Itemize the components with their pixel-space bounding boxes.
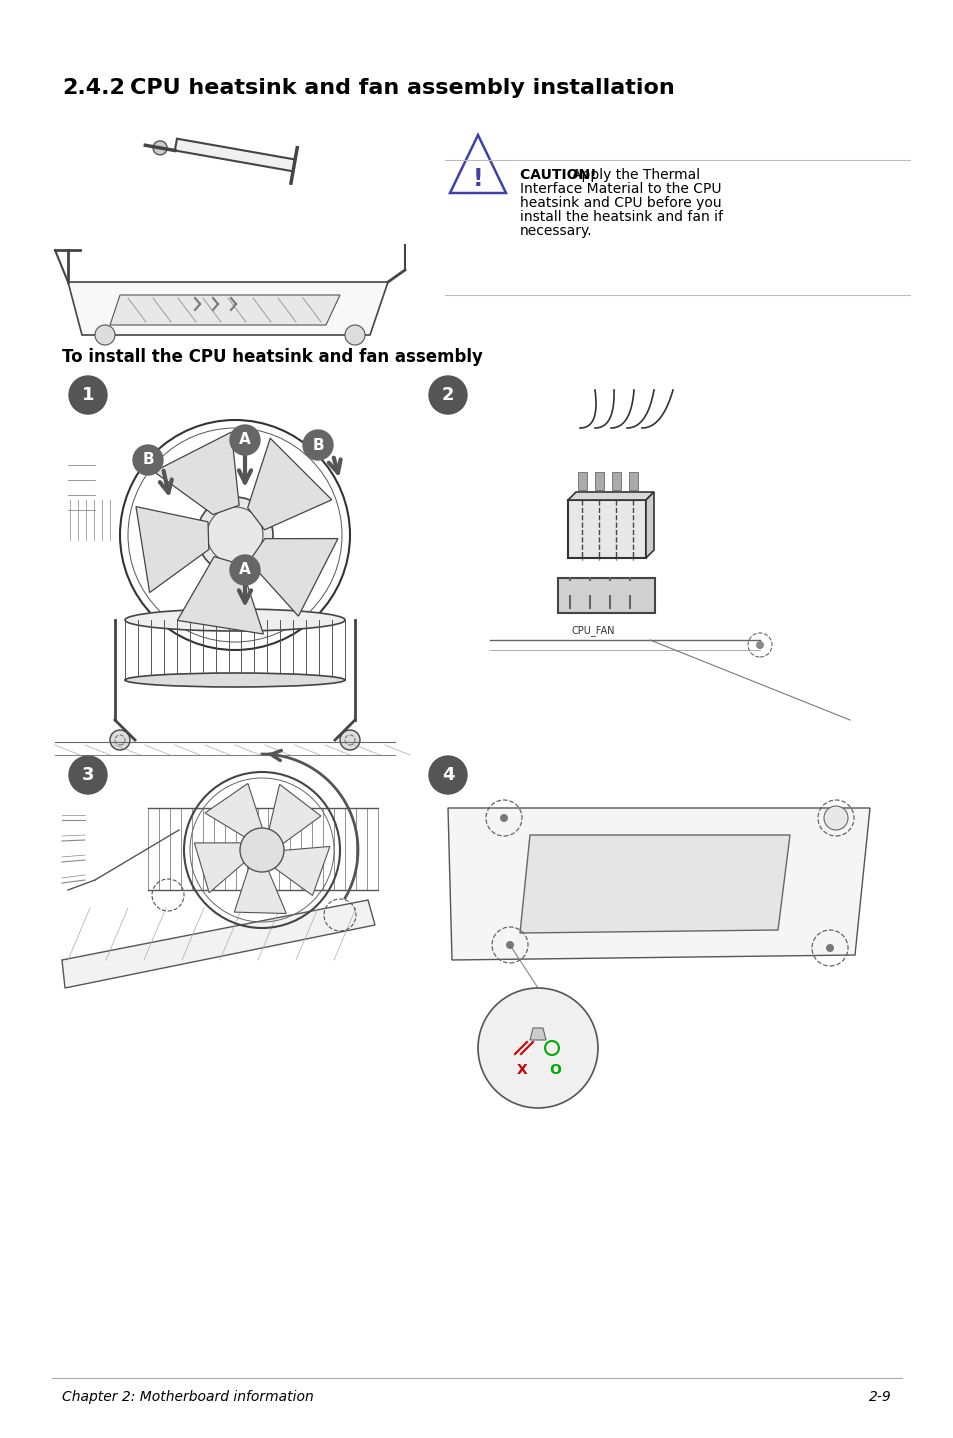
FancyBboxPatch shape — [612, 472, 620, 490]
Circle shape — [152, 141, 167, 155]
Polygon shape — [519, 835, 789, 933]
Text: CAUTION!: CAUTION! — [519, 168, 601, 183]
Circle shape — [823, 807, 847, 830]
Circle shape — [230, 555, 260, 585]
Text: Apply the Thermal: Apply the Thermal — [572, 168, 700, 183]
Text: A: A — [239, 433, 251, 447]
Text: O: O — [549, 1063, 560, 1077]
FancyBboxPatch shape — [578, 472, 586, 490]
Polygon shape — [249, 539, 337, 615]
Polygon shape — [68, 282, 388, 335]
Polygon shape — [177, 557, 263, 634]
Polygon shape — [110, 295, 339, 325]
Text: B: B — [312, 437, 323, 453]
Polygon shape — [248, 439, 332, 529]
Circle shape — [110, 731, 130, 751]
Polygon shape — [194, 843, 247, 893]
Polygon shape — [530, 1028, 545, 1040]
Text: heatsink and CPU before you: heatsink and CPU before you — [519, 196, 720, 210]
FancyBboxPatch shape — [567, 500, 645, 558]
Text: 4: 4 — [441, 766, 454, 784]
Polygon shape — [273, 847, 330, 896]
Circle shape — [230, 426, 260, 454]
FancyBboxPatch shape — [628, 472, 638, 490]
Text: 2-9: 2-9 — [868, 1391, 891, 1403]
FancyBboxPatch shape — [558, 578, 655, 613]
Circle shape — [429, 375, 467, 414]
Text: Interface Material to the CPU: Interface Material to the CPU — [519, 183, 720, 196]
Polygon shape — [62, 900, 375, 988]
Circle shape — [755, 641, 763, 649]
Text: 2: 2 — [441, 385, 454, 404]
Circle shape — [505, 940, 514, 949]
Polygon shape — [645, 492, 654, 558]
Circle shape — [825, 943, 833, 952]
FancyBboxPatch shape — [595, 472, 603, 490]
Text: Chapter 2: Motherboard information: Chapter 2: Motherboard information — [62, 1391, 314, 1403]
Text: CPU heatsink and fan assembly installation: CPU heatsink and fan assembly installati… — [130, 78, 674, 98]
Text: 3: 3 — [82, 766, 94, 784]
Circle shape — [132, 444, 163, 475]
Circle shape — [477, 988, 598, 1109]
Ellipse shape — [125, 610, 345, 631]
Text: X: X — [517, 1063, 527, 1077]
Polygon shape — [567, 492, 654, 500]
Text: A: A — [239, 562, 251, 578]
Circle shape — [196, 498, 273, 572]
Polygon shape — [174, 138, 294, 171]
Polygon shape — [205, 784, 263, 838]
Circle shape — [95, 325, 115, 345]
Text: install the heatsink and fan if: install the heatsink and fan if — [519, 210, 722, 224]
Text: necessary.: necessary. — [519, 224, 592, 239]
Circle shape — [499, 814, 507, 823]
Polygon shape — [268, 784, 320, 844]
Text: To install the CPU heatsink and fan assembly: To install the CPU heatsink and fan asse… — [62, 348, 482, 367]
Text: !: ! — [472, 167, 483, 191]
Circle shape — [69, 375, 107, 414]
Polygon shape — [234, 866, 286, 913]
Polygon shape — [448, 808, 869, 961]
Ellipse shape — [125, 673, 345, 687]
Circle shape — [303, 430, 333, 460]
Circle shape — [429, 756, 467, 794]
Polygon shape — [153, 431, 239, 515]
Text: CPU_FAN: CPU_FAN — [572, 626, 615, 636]
Text: B: B — [142, 453, 153, 467]
Circle shape — [831, 814, 840, 823]
Circle shape — [345, 325, 365, 345]
Circle shape — [240, 828, 284, 871]
Text: 1: 1 — [82, 385, 94, 404]
Circle shape — [339, 731, 359, 751]
Circle shape — [69, 756, 107, 794]
Text: 2.4.2: 2.4.2 — [62, 78, 125, 98]
Polygon shape — [136, 506, 209, 592]
